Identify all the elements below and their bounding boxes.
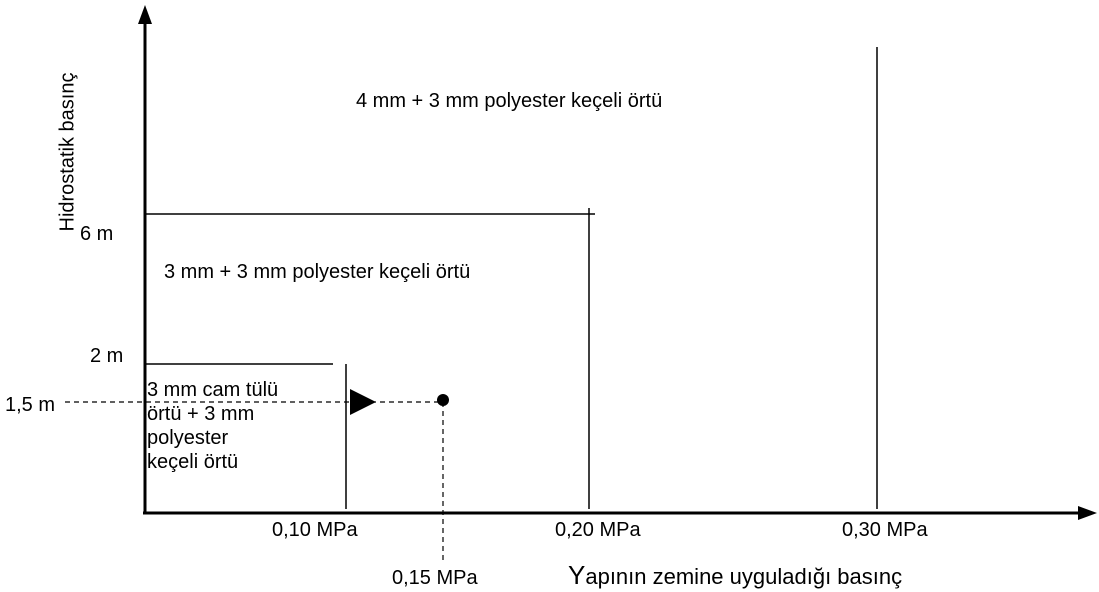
y-tick-6m: 6 m — [80, 223, 114, 245]
zone-label-low: 3 mm cam tülü örtü + 3 mm polyester keçe… — [147, 378, 278, 474]
x-tick-030mpa: 0,30 MPa — [842, 519, 928, 541]
x-tick-010mpa: 0,10 MPa — [272, 519, 358, 541]
x-axis-title: Yapının zemine uyguladığı basınç — [568, 562, 902, 588]
zone-label-low-line-1: 3 mm cam tülü — [147, 379, 279, 401]
zone-label-top: 4 mm + 3 mm polyester keçeli örtü — [356, 90, 663, 112]
y-tick-1-5m: 1,5 m — [5, 394, 56, 416]
zone-label-low-line-3: polyester — [147, 427, 229, 449]
direction-arrow-marker — [350, 389, 376, 415]
y-tick-2m: 2 m — [90, 345, 124, 367]
x-tick-015mpa: 0,15 MPa — [392, 567, 478, 589]
x-axis-title-rest: apının zemine uyguladığı basınç — [585, 564, 903, 589]
x-tick-020mpa: 0,20 MPa — [555, 519, 641, 541]
zone-label-middle: 3 mm + 3 mm polyester keçeli örtü — [164, 261, 471, 283]
x-axis-arrow — [1078, 506, 1097, 520]
example-point — [437, 394, 449, 406]
y-axis-arrow — [138, 5, 152, 24]
zone-label-low-line-2: örtü + 3 mm — [147, 403, 255, 425]
x-axis-title-initial: Y — [568, 560, 586, 590]
y-axis-title: Hidrostatik basınç — [56, 72, 79, 232]
zone-label-low-line-4: keçeli örtü — [147, 451, 239, 473]
